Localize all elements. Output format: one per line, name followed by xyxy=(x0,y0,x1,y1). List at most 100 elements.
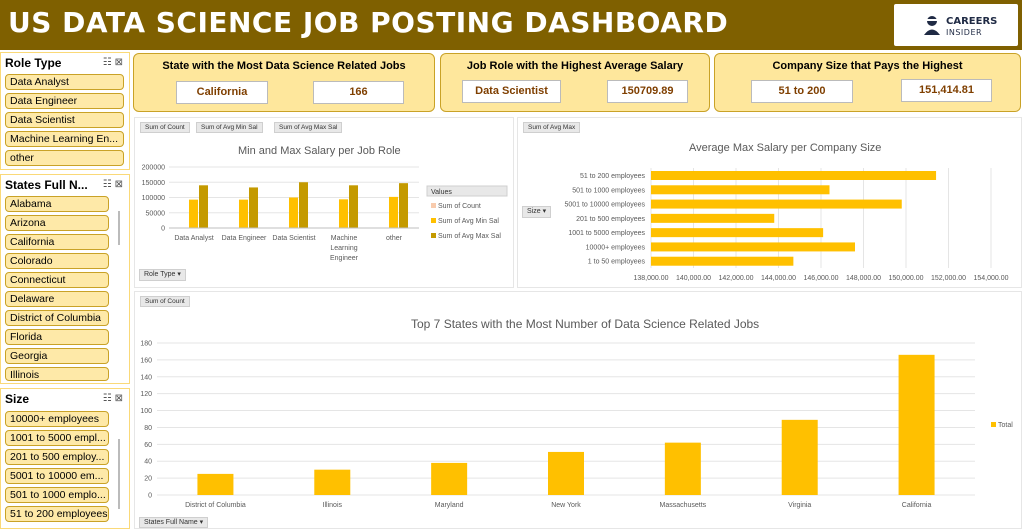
slicer-item[interactable]: 501 to 1000 emplo... xyxy=(5,487,109,503)
slicer-item[interactable]: Florida xyxy=(5,329,109,345)
y-tick-label: 50000 xyxy=(146,210,166,217)
kpi-value: 151,414.81 xyxy=(901,79,992,102)
dashboard-title: US DATA SCIENCE JOB POSTING DASHBOARD xyxy=(8,6,729,39)
slicer-item[interactable]: District of Columbia xyxy=(5,310,109,326)
multi-select-icon[interactable]: ☷ xyxy=(102,393,112,404)
bar xyxy=(249,187,258,228)
bar xyxy=(199,185,208,228)
legend-swatch xyxy=(431,218,436,223)
x-tick-label: 148,000.00 xyxy=(846,275,881,282)
clear-filter-icon[interactable]: ⊠ xyxy=(114,57,123,68)
slicer-item[interactable]: Georgia xyxy=(5,348,109,364)
slicer-item[interactable]: Data Engineer xyxy=(5,93,124,109)
filter-label: Size xyxy=(527,208,541,215)
states-filter-button[interactable]: States Full Name ▾ xyxy=(139,517,209,528)
bar xyxy=(898,354,935,495)
legend-swatch xyxy=(431,233,436,238)
bar xyxy=(781,419,818,495)
x-tick-label: Machine xyxy=(331,235,358,242)
kpi-title: Company Size that Pays the Highest xyxy=(772,60,963,72)
logo-mark-icon xyxy=(924,16,940,35)
legend-label: Sum of Avg Min Sal xyxy=(438,218,499,225)
slicer-item[interactable]: 10000+ employees xyxy=(5,411,109,427)
legend-swatch xyxy=(431,203,436,208)
x-tick-label: 146,000.00 xyxy=(803,275,838,282)
size-slicer: Size ☷ ⊠ 10000+ employees 1001 to 5000 e… xyxy=(0,388,130,529)
x-tick-label: 150,000.00 xyxy=(888,275,923,282)
salary-by-role-chart-panel: Sum of Count Sum of Avg Min Sal Sum of A… xyxy=(134,117,514,288)
bar xyxy=(289,197,298,228)
slicer-header: Size ☷ ⊠ xyxy=(1,389,129,409)
bar xyxy=(389,196,398,228)
slicer-item[interactable]: Illinois xyxy=(5,367,109,381)
slicer-item[interactable]: Data Scientist xyxy=(5,112,124,128)
y-tick-label: 120 xyxy=(140,391,152,398)
bar xyxy=(314,469,351,495)
slicer-item[interactable]: Alabama xyxy=(5,196,109,212)
clear-filter-icon[interactable]: ⊠ xyxy=(114,393,123,404)
logo-line-1: CAREERS xyxy=(946,16,998,27)
y-tick-label: 80 xyxy=(144,425,152,432)
y-tick-label: 60 xyxy=(144,442,152,449)
kpi-name: California xyxy=(176,81,268,104)
x-tick-label: 152,000.00 xyxy=(931,275,966,282)
field-button[interactable]: Sum of Avg Max Sal xyxy=(274,122,343,133)
bar xyxy=(651,256,794,266)
slicer-item[interactable]: Colorado xyxy=(5,253,109,269)
field-button[interactable]: Sum of Count xyxy=(140,296,190,307)
size-filter-button[interactable]: Size ▾ xyxy=(522,206,552,218)
slicer-item[interactable]: 5001 to 10000 em... xyxy=(5,468,109,484)
y-tick-label: 140 xyxy=(140,374,152,381)
legend-label: Sum of Avg Max Sal xyxy=(438,233,501,240)
slicer-item[interactable]: Machine Learning En... xyxy=(5,131,124,147)
kpi-card-top-role: Job Role with the Highest Average Salary… xyxy=(440,53,710,112)
scrollbar[interactable] xyxy=(118,211,120,245)
kpi-title: Job Role with the Highest Average Salary xyxy=(466,60,684,72)
bar xyxy=(651,185,830,195)
kpi-card-top-company-size: Company Size that Pays the Highest 51 to… xyxy=(714,53,1021,112)
x-tick-label: California xyxy=(902,502,932,509)
slicer-item[interactable]: California xyxy=(5,234,109,250)
y-tick-label: 20 xyxy=(144,476,152,483)
filter-label: Role Type xyxy=(144,271,176,278)
dashboard-header: US DATA SCIENCE JOB POSTING DASHBOARD CA… xyxy=(0,0,1022,50)
slicer-item[interactable]: Arizona xyxy=(5,215,109,231)
slicer-item[interactable]: Delaware xyxy=(5,291,109,307)
bar xyxy=(548,451,584,495)
multi-select-icon[interactable]: ☷ xyxy=(102,57,112,68)
company-size-chart: 138,000.00 140,000.00 142,000.00 144,000.00… xyxy=(564,168,1009,282)
y-tick-label: 5001 to 10000 employees xyxy=(564,202,645,209)
bar xyxy=(299,182,308,228)
clear-filter-icon[interactable]: ⊠ xyxy=(114,179,123,190)
bar xyxy=(339,199,348,228)
x-tick-label: New York xyxy=(551,502,581,509)
slicer-item[interactable]: Connecticut xyxy=(5,272,109,288)
role-type-filter-button[interactable]: Role Type ▾ xyxy=(139,269,186,281)
x-tick-label: Massachusetts xyxy=(660,502,707,509)
x-tick-label: Data Analyst xyxy=(174,235,213,242)
kpi-value: 166 xyxy=(313,81,404,104)
x-tick-label: 142,000.00 xyxy=(718,275,753,282)
y-tick-label: 51 to 200 employees xyxy=(580,173,645,180)
field-button[interactable]: Sum of Count xyxy=(140,122,190,133)
x-tick-label: 144,000.00 xyxy=(761,275,796,282)
x-tick-label: Illinois xyxy=(323,502,343,509)
y-tick-label: 0 xyxy=(148,493,152,500)
bar xyxy=(189,199,198,228)
slicer-item[interactable]: 201 to 500 employ... xyxy=(5,449,109,465)
kpi-value: 150709.89 xyxy=(607,80,688,103)
y-tick-label: 160 xyxy=(140,357,152,364)
y-tick-label: 100 xyxy=(140,408,152,415)
field-button[interactable]: Sum of Avg Min Sal xyxy=(196,122,263,133)
y-tick-label: 501 to 1000 employees xyxy=(572,187,645,194)
scrollbar[interactable] xyxy=(118,439,120,509)
slicer-header: Role Type ☷ ⊠ xyxy=(1,53,129,73)
field-button[interactable]: Sum of Avg Max xyxy=(523,122,581,133)
slicer-item[interactable]: Data Analyst xyxy=(5,74,124,90)
slicer-item[interactable]: 1001 to 5000 empl... xyxy=(5,430,109,446)
top-states-chart-panel: Sum of Count Top 7 States with the Most … xyxy=(134,291,1022,529)
slicer-item[interactable]: other xyxy=(5,150,124,166)
slicer-item[interactable]: 51 to 200 employees xyxy=(5,506,109,522)
multi-select-icon[interactable]: ☷ xyxy=(102,179,112,190)
slicer-title: Role Type xyxy=(5,56,62,70)
